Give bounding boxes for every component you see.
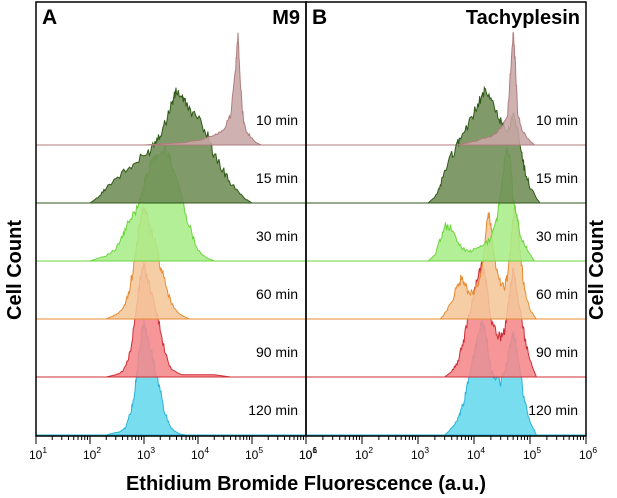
x-tick-label: 102 [83, 445, 101, 462]
x-axis-label: Ethidium Bromide Fluorescence (a.u.) [126, 473, 486, 495]
time-label: 120 min [528, 402, 578, 418]
time-label: 15 min [536, 170, 578, 186]
time-label: 60 min [536, 286, 578, 302]
time-label: 15 min [256, 170, 298, 186]
time-label: 90 min [256, 344, 298, 360]
time-label: 10 min [536, 112, 578, 128]
histogram-10-min [143, 32, 262, 146]
x-tick-label: 105 [523, 445, 541, 462]
minor-ticks [35, 436, 307, 444]
x-tick-label: 106 [299, 445, 317, 462]
x-tick-label: 104 [191, 445, 209, 462]
panel-frame [305, 1, 587, 437]
x-tick-label: 106 [579, 445, 597, 462]
time-label: 30 min [256, 228, 298, 244]
panel-letter: B [312, 6, 327, 29]
panel-b: 10 min 15 min 30 min 60 min 90 min 120 min B Ta… [299, 1, 597, 462]
histogram-90-min [106, 262, 231, 378]
x-tick-label: 103 [411, 445, 429, 462]
x-tick-label: 105 [245, 445, 263, 462]
y-axis-label-left: Cell Count [4, 220, 26, 320]
panel-a: 10 min 15 min 30 min 60 min 90 min 120 min A M9… [29, 1, 317, 462]
panel-letter: A [42, 6, 57, 29]
x-tick-label: 103 [137, 445, 155, 462]
time-label: 60 min [256, 286, 298, 302]
panel-title: Tachyplesin [466, 7, 580, 29]
panels-group: 10 min 15 min 30 min 60 min 90 min 120 min A M9… [29, 1, 597, 462]
time-label: 30 min [536, 228, 578, 244]
histogram-10-min [456, 31, 536, 146]
y-axis-label-right: Cell Count [586, 220, 608, 320]
minor-ticks [305, 436, 587, 444]
time-label: 120 min [248, 402, 298, 418]
panel-title: M9 [272, 7, 300, 29]
histogram-60-min [439, 205, 538, 320]
x-tick-label: 101 [299, 445, 317, 462]
x-tick-label: 102 [355, 445, 373, 462]
x-tick-label: 104 [467, 445, 485, 462]
time-label: 10 min [256, 112, 298, 128]
x-tick-label: 101 [29, 445, 47, 462]
time-label: 90 min [536, 344, 578, 360]
